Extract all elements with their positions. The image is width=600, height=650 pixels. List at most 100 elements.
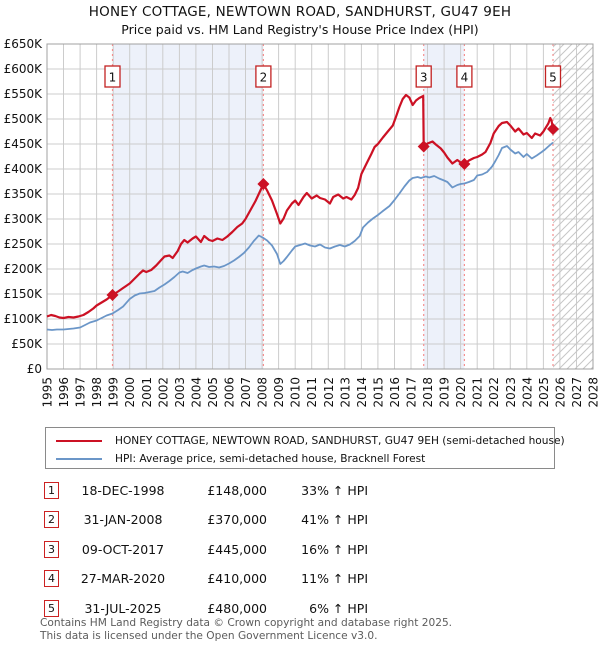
x-axis-label: 2005: [206, 377, 220, 408]
x-axis-label: 2008: [256, 377, 270, 408]
legend-item-property: HONEY COTTAGE, NEWTOWN ROAD, SANDHURST, …: [56, 432, 565, 450]
y-axis-label: £200K: [4, 262, 44, 276]
x-axis-label: 2012: [322, 377, 336, 408]
future-hatch-region: [553, 44, 593, 369]
page-title: HONEY COTTAGE, NEWTOWN ROAD, SANDHURST, …: [88, 4, 512, 20]
y-axis-label: £150K: [4, 287, 44, 301]
sale-hpi-delta: 33% ↑ HPI: [301, 483, 368, 498]
plot-border: [46, 43, 594, 370]
x-axis-label: 2023: [504, 377, 518, 408]
x-axis-label: 2027: [570, 377, 584, 408]
price-history-chart: 1 2 3 4 5 £0 £50K £100K £150K £200K £250K £300K £350…: [4, 37, 600, 408]
sale-price: £410,000: [207, 571, 267, 587]
x-axis-label: 2002: [156, 377, 170, 408]
hpi-line: [46, 141, 554, 331]
y-axis-label: £400K: [4, 162, 44, 176]
sale-price: £445,000: [207, 541, 267, 557]
sale-table-row: 5 31-JUL-2025 £480,000 6% ↑ HPI: [40, 597, 385, 626]
y-axis-label: £650K: [4, 37, 44, 51]
sale-number-badge: 3: [44, 540, 59, 558]
y-axis-label: £550K: [4, 87, 44, 101]
x-axis-label: 2009: [272, 377, 286, 408]
x-axis-label: 1996: [57, 377, 71, 408]
x-axis-label: 1998: [90, 377, 104, 408]
legend-item-hpi: HPI: Average price, semi-detached house,…: [56, 450, 554, 468]
x-axis-label: 2011: [305, 377, 319, 408]
x-axis-label: 1999: [107, 377, 121, 408]
sale-table-row: 3 09-OCT-2017 £445,000 16% ↑ HPI: [40, 538, 385, 567]
y-axis-label: £450K: [4, 137, 44, 151]
y-axis-label: £250K: [4, 237, 44, 251]
legend-label: HPI: Average price, semi-detached house,…: [115, 453, 426, 465]
x-axis-label: 2017: [405, 377, 419, 408]
x-axis-label: 2028: [587, 377, 600, 408]
license-line2: This data is licensed under the Open Gov…: [40, 629, 378, 642]
x-axis-label: 2021: [471, 377, 485, 408]
sale-date: 31-JAN-2008: [83, 512, 163, 528]
sale-table-row: 1 18-DEC-1998 £148,000 33% ↑ HPI: [40, 479, 385, 508]
license-line1: Contains HM Land Registry data © Crown c…: [40, 617, 453, 629]
sale-number-box: [456, 65, 473, 88]
sale-price: £370,000: [207, 512, 267, 528]
x-axis-label: 2025: [537, 377, 551, 408]
x-axis-label: 2026: [553, 377, 567, 408]
sale-date: 27-MAR-2020: [80, 571, 166, 587]
x-axis-label: 2001: [140, 377, 154, 408]
sale-number: 1: [109, 71, 117, 85]
sale-hpi-delta: 11% ↑ HPI: [301, 571, 368, 587]
y-axis-label: £50K: [11, 337, 43, 351]
y-axis-label: £350K: [4, 187, 44, 201]
x-axis-label: 2020: [454, 377, 468, 408]
property-price-line: [46, 93, 555, 320]
sale-number-badge: 1: [44, 482, 59, 499]
y-axis-label: £300K: [4, 212, 44, 226]
license-footer: Contains HM Land Registry data © Crown c…: [40, 617, 452, 642]
sale-number-box: [415, 65, 432, 88]
x-axis-label: 2015: [371, 377, 385, 408]
x-axis-label: 2004: [189, 377, 203, 408]
x-axis-label: 2014: [355, 377, 369, 408]
page-subtitle: Price paid vs. HM Land Registry's House …: [121, 22, 479, 37]
sale-hpi-delta: 16% ↑ HPI: [301, 541, 368, 557]
sale-number: 5: [549, 71, 557, 85]
x-axis-label: 2022: [487, 377, 501, 408]
x-axis-label: 2019: [438, 377, 452, 408]
x-axis-label: 2006: [223, 377, 237, 408]
sale-table-row: 4 27-MAR-2020 £410,000 11% ↑ HPI: [40, 567, 385, 596]
sale-number: 2: [260, 71, 268, 85]
sale-table-row: 2 31-JAN-2008 £370,000 41% ↑ HPI: [40, 508, 385, 537]
x-axis-label: 2000: [123, 377, 137, 408]
x-axis-label: 1995: [41, 377, 55, 408]
x-axis-label: 2010: [289, 377, 303, 408]
x-axis-label: 2007: [239, 377, 253, 408]
legend-label: HONEY COTTAGE, NEWTOWN ROAD, SANDHURST, …: [115, 435, 565, 447]
x-axis-label: 2016: [388, 377, 402, 408]
sale-price: £148,000: [207, 483, 267, 498]
y-axis-label: £100K: [4, 312, 44, 326]
legend-line-swatch: [56, 440, 102, 442]
sale-number-badge: 2: [44, 511, 59, 529]
sale-number-badge: 5: [44, 599, 59, 617]
y-axis-label: £0: [27, 362, 42, 376]
sale-date: 09-OCT-2017: [81, 541, 165, 557]
x-axis-label: 2024: [520, 377, 534, 408]
sale-number-box: [104, 65, 121, 88]
sale-point-marker: [257, 178, 270, 190]
sale-date: 31-JUL-2025: [84, 600, 162, 616]
sale-point-marker: [458, 158, 471, 170]
sale-number: 3: [420, 71, 428, 85]
sale-number-box: [544, 65, 562, 88]
sale-hpi-delta: 6% ↑ HPI: [309, 600, 368, 616]
ownership-band: [112, 44, 264, 369]
x-axis-label: 2018: [421, 377, 435, 408]
chart-legend: HONEY COTTAGE, NEWTOWN ROAD, SANDHURST, …: [45, 427, 565, 469]
sale-price: £480,000: [207, 600, 267, 616]
sales-table: 1 18-DEC-1998 £148,000 33% ↑ HPI 2 31-JAN-200…: [40, 479, 385, 626]
sale-point-marker: [106, 289, 119, 301]
y-axis-label: £500K: [4, 112, 44, 126]
sale-number-badge: 4: [44, 570, 59, 588]
sale-number-box: [255, 65, 272, 88]
legend-line-swatch: [56, 458, 102, 460]
x-axis-label: 2003: [173, 377, 187, 408]
sale-hpi-delta: 41% ↑ HPI: [301, 512, 368, 528]
